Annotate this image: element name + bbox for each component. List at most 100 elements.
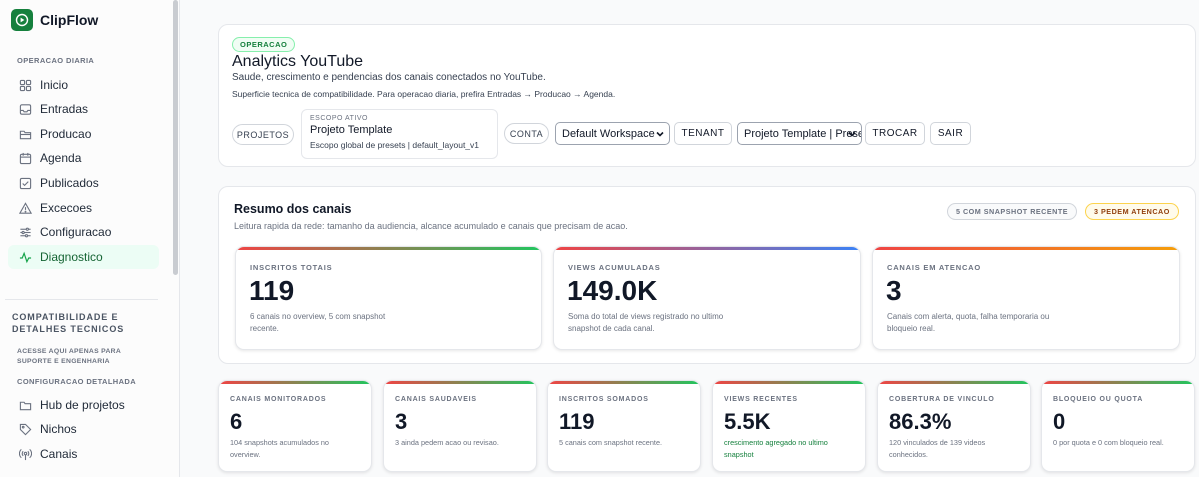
chevron-down-icon	[656, 131, 664, 137]
page-title: Analytics YouTube	[232, 53, 364, 70]
sliders-icon	[18, 225, 32, 239]
metric-canais-monitorados: CANAIS MONITORADOS 6 104 snapshots acumu…	[218, 380, 372, 472]
card-value: 3	[886, 275, 902, 306]
compat-title: COMPATIBILIDADE E DETALHES TECNICOS	[12, 312, 125, 334]
metric-desc: 0 por quota e 0 com bloqueio real.	[1053, 438, 1164, 447]
card-desc: Soma do total de views registrado no ult…	[568, 312, 724, 333]
sidebar-item-label: Hub de projetos	[40, 398, 125, 412]
sidebar-item-label: Diagnostico	[40, 250, 103, 264]
scope-desc: Escopo global de presets | default_layou…	[310, 140, 480, 150]
metric-value: 119	[559, 409, 595, 434]
workspace-select[interactable]: Default Workspace	[555, 122, 670, 145]
card-accent-bar	[548, 381, 700, 384]
card-label: CANAIS EM ATENCAO	[887, 263, 982, 272]
summary-panel: Resumo dos canais Leitura rapida da rede…	[218, 186, 1196, 364]
compat-subtitle: ACESSE AQUI APENAS PARA SUPORTE E ENGENH…	[17, 348, 121, 365]
workspace-select-value: Default Workspace	[562, 127, 655, 140]
inbox-icon	[18, 102, 32, 116]
card-accent-bar	[554, 247, 860, 250]
metric-cobertura-vinculo: COBERTURA DE VINCULO 86.3% 120 vinculado…	[877, 380, 1031, 472]
grid-icon	[18, 78, 32, 92]
metric-label: VIEWS RECENTES	[724, 396, 798, 403]
brand-name: ClipFlow	[40, 12, 99, 28]
trocar-button[interactable]: TROCAR	[865, 122, 925, 145]
card-value: 119	[249, 275, 295, 306]
card-accent-bar	[384, 381, 536, 384]
operacao-badge: OPERACAO	[232, 37, 296, 52]
snapshot-tag: 5 COM SNAPSHOT RECENTE	[947, 203, 1078, 220]
page-note: Superficie tecnica de compatibilidade. P…	[232, 89, 616, 99]
section-title-config: CONFIGURACAO DETALHADA	[17, 377, 137, 386]
card-inscritos-totais: INSCRITOS TOTAIS 119 6 canais no overvie…	[235, 246, 542, 350]
summary-subtitle: Leitura rapida da rede: tamanho da audie…	[234, 221, 628, 231]
calendar-icon	[18, 151, 32, 165]
sidebar-item-agenda[interactable]: Agenda	[8, 146, 159, 170]
scope-label: ESCOPO ATIVO	[310, 115, 368, 122]
metric-label: COBERTURA DE VINCULO	[889, 396, 995, 403]
attention-tag: 3 PEDEM ATENCAO	[1085, 203, 1179, 220]
brand[interactable]: ClipFlow	[11, 9, 98, 31]
metric-desc: 104 snapshots acumulados no overview.	[230, 438, 329, 459]
metric-value: 5.5K	[724, 409, 771, 434]
summary-title: Resumo dos canais	[234, 202, 352, 216]
project-select-value: Projeto Template | Prese	[744, 127, 862, 140]
metric-desc: 3 ainda pedem acao ou revisao.	[395, 438, 499, 447]
metric-label: INSCRITOS SOMADOS	[559, 396, 649, 403]
tenant-button[interactable]: TENANT	[674, 122, 732, 145]
project-select[interactable]: Projeto Template | Prese	[737, 122, 862, 145]
sidebar-item-hub-de-projetos[interactable]: Hub de projetos	[8, 393, 159, 417]
metric-label: CANAIS SAUDAVEIS	[395, 396, 477, 403]
card-desc: Canais com alerta, quota, falha temporar…	[887, 312, 1050, 333]
sidebar-item-producao[interactable]: Producao	[8, 122, 159, 146]
card-accent-bar	[219, 381, 371, 384]
sidebar-item-label: Agenda	[40, 151, 82, 165]
card-accent-bar	[713, 381, 865, 384]
warning-icon	[18, 201, 32, 215]
clipflow-logo-icon	[11, 9, 33, 31]
sidebar-item-nichos[interactable]: Nichos	[8, 417, 159, 441]
metric-bloqueio-quota: BLOQUEIO OU QUOTA 0 0 por quota e 0 com …	[1041, 380, 1195, 472]
card-views-acumuladas: VIEWS ACUMULADAS 149.0K Soma do total de…	[553, 246, 861, 350]
sidebar-item-label: Publicados	[40, 176, 99, 190]
sidebar-item-label: Canais	[40, 447, 78, 461]
sidebar-item-diagnostico[interactable]: Diagnostico	[8, 245, 159, 269]
chevron-down-icon	[848, 131, 856, 137]
sidebar-item-entradas[interactable]: Entradas	[8, 97, 159, 121]
card-accent-bar	[873, 247, 1179, 250]
card-accent-bar	[1042, 381, 1194, 384]
metric-views-recentes: VIEWS RECENTES 5.5K crescimento agregado…	[712, 380, 866, 472]
metric-value: 0	[1053, 409, 1066, 434]
folder-icon	[18, 127, 32, 141]
card-desc: 6 canais no overview, 5 com snapshot rec…	[250, 312, 386, 333]
sidebar-item-label: Excecoes	[40, 201, 93, 215]
sidebar-item-canais[interactable]: Canais	[8, 442, 159, 466]
sidebar-scrollbar[interactable]	[173, 0, 178, 275]
page-subtitle: Saude, crescimento e pendencias dos cana…	[232, 72, 546, 83]
scope-box: ESCOPO ATIVO Projeto Template Escopo glo…	[301, 109, 498, 159]
sidebar-item-inicio[interactable]: Inicio	[8, 73, 159, 97]
sidebar-item-configuracao[interactable]: Configuracao	[8, 220, 159, 244]
conta-button[interactable]: CONTA	[504, 123, 549, 144]
sidebar-item-publicados[interactable]: Publicados	[8, 171, 159, 195]
card-accent-bar	[236, 247, 541, 250]
card-value: 149.0K	[567, 275, 658, 306]
sidebar-item-label: Inicio	[40, 78, 69, 92]
activity-icon	[18, 250, 32, 264]
sidebar-item-excecoes[interactable]: Excecoes	[8, 196, 159, 220]
check-square-icon	[18, 176, 32, 190]
metric-label: BLOQUEIO OU QUOTA	[1053, 396, 1144, 403]
metric-value: 86.3%	[889, 409, 952, 434]
metric-inscritos-somados: INSCRITOS SOMADOS 119 5 canais com snaps…	[547, 380, 701, 472]
metric-value: 6	[230, 409, 243, 434]
card-canais-atencao: CANAIS EM ATENCAO 3 Canais com alerta, q…	[872, 246, 1180, 350]
scope-name: Projeto Template	[310, 124, 393, 136]
folder-icon	[18, 398, 32, 412]
metric-canais-saudaveis: CANAIS SAUDAVEIS 3 3 ainda pedem acao ou…	[383, 380, 537, 472]
projetos-button[interactable]: PROJETOS	[232, 124, 294, 145]
metric-desc: 120 vinculados de 139 videos conhecidos.	[889, 438, 986, 459]
metric-label: CANAIS MONITORADOS	[230, 396, 327, 403]
sair-button[interactable]: SAIR	[930, 122, 971, 145]
section-title-daily: OPERACAO DIARIA	[17, 56, 95, 65]
broadcast-icon	[18, 447, 32, 461]
metric-value: 3	[395, 409, 408, 434]
